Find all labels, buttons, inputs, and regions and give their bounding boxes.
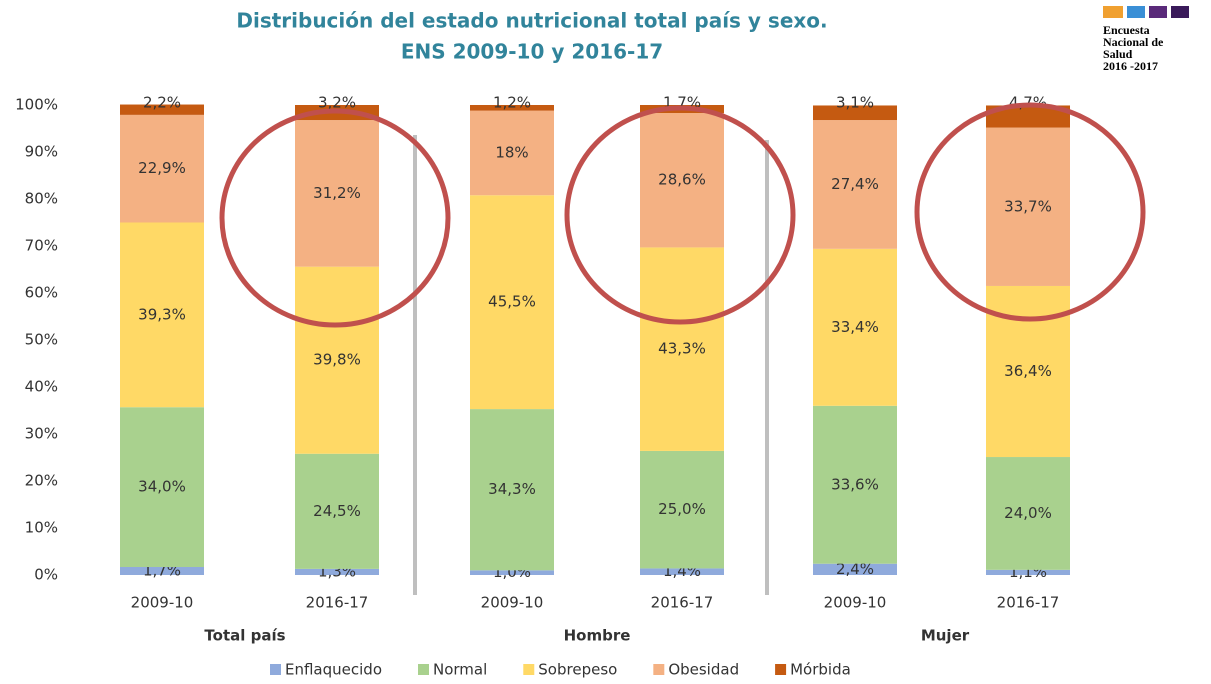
bar-segment	[813, 105, 897, 121]
y-tick-label: 50%	[25, 331, 58, 349]
legend-label: Sobrepeso	[538, 661, 617, 679]
logo-text: Encuesta	[1103, 23, 1150, 37]
bar-segment	[120, 407, 204, 568]
data-label: 2,2%	[143, 94, 181, 112]
bar-segment	[813, 405, 897, 564]
bar-segment	[470, 110, 554, 196]
legend-swatch	[418, 664, 429, 675]
data-label: 2,4%	[836, 560, 874, 578]
data-label: 18%	[495, 143, 528, 161]
bar-segment	[470, 570, 554, 575]
group-label: Mujer	[921, 627, 970, 645]
data-label: 4,7%	[1009, 94, 1047, 112]
legend-label: Normal	[433, 661, 487, 679]
y-tick-label: 30%	[25, 425, 58, 443]
bar-segment	[120, 567, 204, 575]
x-tick-label: 2009-10	[481, 594, 544, 612]
highlight-circle	[564, 105, 796, 325]
group-label: Hombre	[564, 627, 631, 645]
y-tick-label: 10%	[25, 519, 58, 537]
bar-segment	[295, 453, 379, 569]
data-label: 25,0%	[658, 500, 706, 518]
bar-segment	[295, 568, 379, 575]
data-label: 27,4%	[831, 175, 879, 193]
data-label: 1,2%	[493, 94, 531, 112]
bar-segment	[295, 266, 379, 454]
bar-segment	[813, 248, 897, 406]
logo-block	[1127, 6, 1145, 18]
bar-segment	[640, 247, 724, 451]
bar-segment	[986, 457, 1070, 570]
bar-segment	[120, 114, 204, 223]
bar-segment	[470, 105, 554, 111]
x-tick-label: 2016-17	[997, 594, 1060, 612]
data-label: 45,5%	[488, 293, 536, 311]
legend-label: Enflaquecido	[285, 661, 382, 679]
data-label: 39,8%	[313, 351, 361, 369]
legend-swatch	[270, 664, 281, 675]
data-label: 3,2%	[318, 94, 356, 112]
data-label: 34,0%	[138, 478, 186, 496]
bar-segment	[120, 104, 204, 115]
bar-segment	[295, 120, 379, 267]
logo-block	[1171, 6, 1189, 18]
bar-segment	[986, 127, 1070, 286]
logo-text: 2016 -2017	[1103, 59, 1158, 73]
bar-segment	[986, 569, 1070, 575]
highlight-circle	[219, 108, 451, 328]
data-label: 24,5%	[313, 502, 361, 520]
data-label: 33,7%	[1004, 197, 1052, 215]
y-tick-label: 60%	[25, 284, 58, 302]
chart-title: Distribución del estado nutricional tota…	[236, 9, 827, 33]
bar-segment	[813, 563, 897, 575]
bar-segment	[986, 105, 1070, 128]
x-tick-label: 2016-17	[651, 594, 714, 612]
data-label: 28,6%	[658, 171, 706, 189]
group-label: Total país	[204, 627, 285, 645]
data-label: 3,1%	[836, 94, 874, 112]
data-label: 33,4%	[831, 318, 879, 336]
annotations	[219, 102, 1146, 328]
logo-block	[1103, 6, 1123, 18]
plot: 1,7%34,0%39,3%22,9%2,2%1,3%24,5%39,8%31,…	[120, 94, 1070, 581]
bar-segment	[813, 120, 897, 249]
x-tick-label: 2009-10	[824, 594, 887, 612]
data-label: 24,0%	[1004, 504, 1052, 522]
bar-segment	[640, 112, 724, 248]
y-tick-label: 80%	[25, 190, 58, 208]
data-label: 36,4%	[1004, 362, 1052, 380]
legend-label: Mórbida	[790, 661, 851, 679]
data-label: 43,3%	[658, 340, 706, 358]
bar-segment	[640, 450, 724, 569]
y-tick-label: 100%	[15, 96, 58, 114]
x-tick-label: 2016-17	[306, 594, 369, 612]
bar-segment	[470, 195, 554, 410]
logo: Encuesta Nacional de Salud 2016 -2017	[1103, 6, 1189, 73]
y-tick-label: 20%	[25, 472, 58, 490]
y-tick-label: 40%	[25, 378, 58, 396]
data-label: 33,6%	[831, 475, 879, 493]
y-tick-label: 90%	[25, 143, 58, 161]
bar-segment	[640, 568, 724, 575]
legend-swatch	[653, 664, 665, 675]
legend-swatch	[523, 664, 535, 675]
x-tick-label: 2009-10	[131, 594, 194, 612]
logo-block	[1149, 6, 1167, 18]
chart-subtitle: ENS 2009-10 y 2016-17	[401, 40, 663, 64]
legend-label: Obesidad	[668, 661, 739, 679]
data-label: 34,3%	[488, 480, 536, 498]
bar-segment	[470, 409, 554, 571]
bar-segment	[120, 222, 204, 408]
data-label: 31,2%	[313, 184, 361, 202]
data-label: 22,9%	[138, 159, 186, 177]
highlight-circle	[914, 102, 1146, 322]
data-label: 39,3%	[138, 305, 186, 323]
y-tick-label: 70%	[25, 237, 58, 255]
logo-text: Nacional de	[1103, 35, 1164, 49]
logo-text: Salud	[1103, 47, 1133, 61]
legend-swatch	[775, 664, 787, 675]
y-tick-label: 0%	[34, 566, 58, 584]
